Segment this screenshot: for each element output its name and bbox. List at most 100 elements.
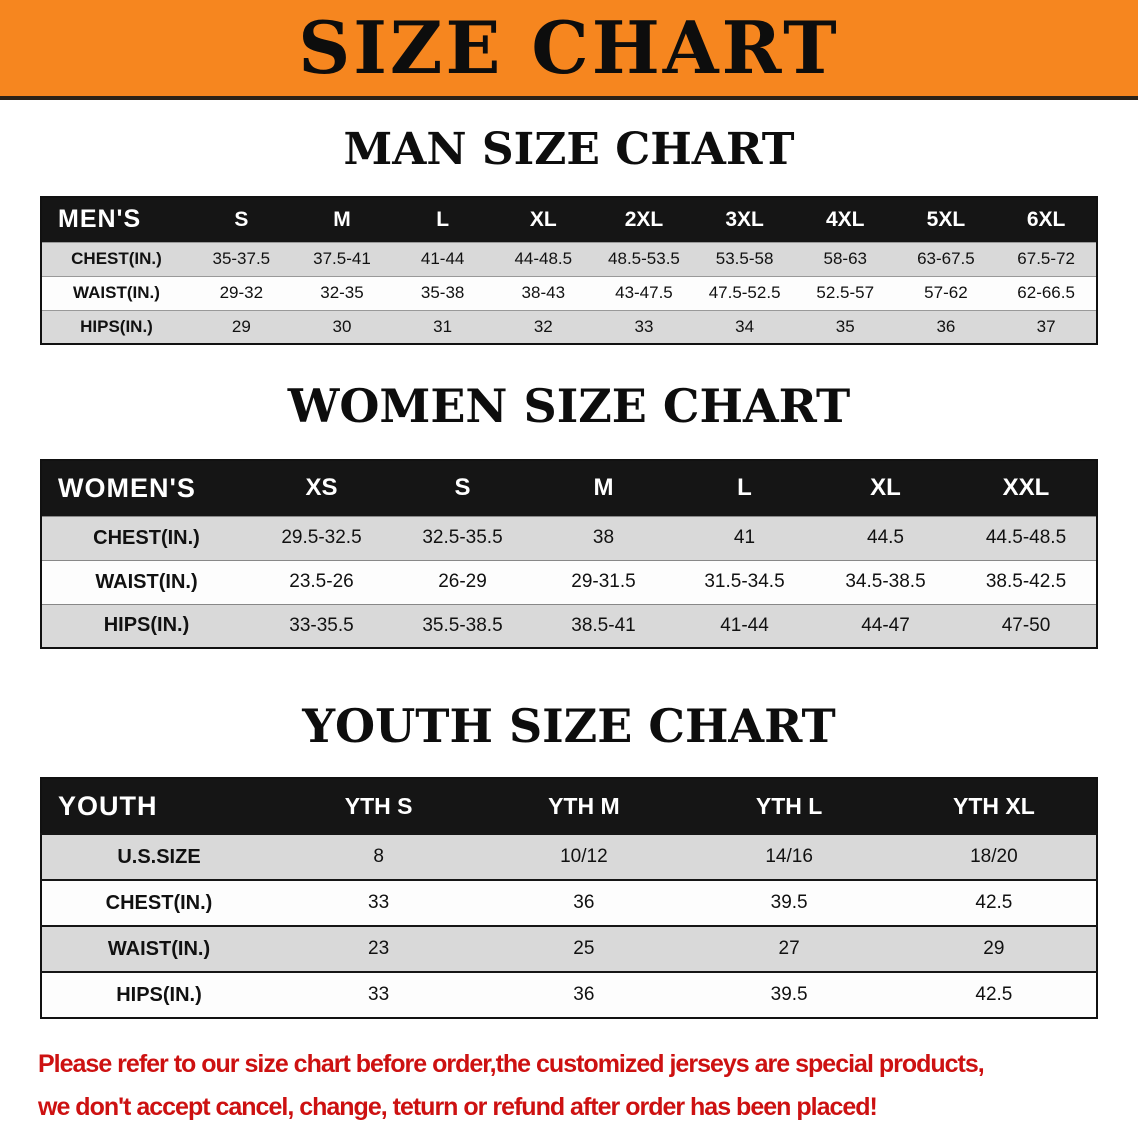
men-section-heading: MAN SIZE CHART	[343, 124, 795, 175]
size-column-header: S	[191, 197, 292, 242]
women-section-heading: WOMEN SIZE CHART	[287, 379, 851, 433]
size-value-cell: 37.5-41	[291, 241, 393, 276]
size-value-cell: 41-44	[392, 241, 493, 276]
size-value-cell: 25	[481, 925, 687, 972]
size-value-cell: 38	[533, 515, 674, 560]
table-row: U.S.SIZE 8 10/12 14/16 18/20	[41, 833, 1097, 880]
table-row: WAIST(IN.) 23.5-26 26-29 29-31.5 31.5-34.5 34…	[41, 559, 1097, 604]
measurement-label: WAIST(IN.)	[41, 925, 276, 972]
size-value-cell: 62-66.5	[996, 275, 1097, 310]
size-value-cell: 32	[492, 309, 594, 344]
size-column-header: XXL	[956, 460, 1097, 516]
table-row: WAIST(IN.) 29-32 32-35 35-38 38-43 43-47.5 47.…	[41, 275, 1097, 310]
size-value-cell: 29	[191, 309, 292, 344]
size-value-cell: 57-62	[895, 275, 997, 310]
men-size-section: MAN SIZE CHART MEN'S S M L XL 2XL 3XL 4XL 5XL 6XL…	[0, 128, 1138, 345]
table-row: HIPS(IN.) 33-35.5 35.5-38.5 38.5-41 41-44 44-…	[41, 603, 1097, 648]
measurement-label: WAIST(IN.)	[41, 275, 191, 310]
disclaimer-line-1: Please refer to our size chart before or…	[38, 1050, 985, 1078]
size-value-cell: 32-35	[291, 275, 393, 310]
table-row: CHEST(IN.) 35-37.5 37.5-41 41-44 44-48.5 48.5…	[41, 241, 1097, 276]
size-column-header: M	[533, 460, 674, 516]
size-value-cell: 27	[686, 925, 892, 972]
size-column-header: 4XL	[794, 197, 896, 242]
size-value-cell: 35-38	[392, 275, 493, 310]
size-value-cell: 36	[481, 971, 687, 1018]
size-value-cell: 38.5-42.5	[956, 559, 1097, 604]
size-value-cell: 34	[694, 309, 795, 344]
size-value-cell: 38-43	[492, 275, 594, 310]
size-value-cell: 35	[794, 309, 896, 344]
size-value-cell: 29-31.5	[533, 559, 674, 604]
size-value-cell: 53.5-58	[694, 241, 795, 276]
disclaimer: Please refer to our size chart before or…	[38, 1043, 1100, 1128]
disclaimer-line-2: we don't accept cancel, change, teturn o…	[38, 1092, 878, 1121]
size-value-cell: 26-29	[392, 559, 533, 604]
size-value-cell: 14/16	[686, 833, 892, 880]
size-value-cell: 63-67.5	[895, 241, 997, 276]
table-title-cell: MEN'S	[41, 197, 191, 242]
size-column-header: YTH XL	[891, 778, 1097, 834]
size-value-cell: 8	[276, 833, 482, 880]
size-value-cell: 42.5	[891, 879, 1097, 926]
size-value-cell: 35.5-38.5	[392, 603, 533, 648]
size-value-cell: 36	[481, 879, 687, 926]
measurement-label: WAIST(IN.)	[41, 559, 251, 604]
size-value-cell: 29.5-32.5	[251, 515, 392, 560]
size-column-header: XL	[815, 460, 956, 516]
size-column-header: 3XL	[694, 197, 795, 242]
size-value-cell: 39.5	[686, 971, 892, 1018]
size-column-header: M	[291, 197, 393, 242]
size-value-cell: 32.5-35.5	[392, 515, 533, 560]
size-value-cell: 67.5-72	[996, 241, 1097, 276]
page-title: SIZE CHART	[298, 5, 840, 90]
size-value-cell: 35-37.5	[191, 241, 292, 276]
table-title-cell: YOUTH	[41, 778, 276, 834]
size-value-cell: 30	[291, 309, 393, 344]
size-value-cell: 33	[276, 879, 482, 926]
size-value-cell: 58-63	[794, 241, 896, 276]
size-value-cell: 23.5-26	[251, 559, 392, 604]
table-row: CHEST(IN.) 33 36 39.5 42.5	[41, 879, 1097, 926]
size-value-cell: 29-32	[191, 275, 292, 310]
size-value-cell: 34.5-38.5	[815, 559, 956, 604]
size-column-header: XL	[492, 197, 594, 242]
size-column-header: XS	[251, 460, 392, 516]
table-row: WAIST(IN.) 23 25 27 29	[41, 925, 1097, 972]
youth-size-table: YOUTH YTH S YTH M YTH L YTH XL U.S.SIZE 8 10/12…	[40, 777, 1098, 1019]
youth-section-heading: YOUTH SIZE CHART	[302, 699, 836, 753]
size-value-cell: 48.5-53.5	[593, 241, 695, 276]
table-header-row: WOMEN'S XS S M L XL XXL	[41, 460, 1097, 516]
size-column-header: S	[392, 460, 533, 516]
size-value-cell: 33-35.5	[251, 603, 392, 648]
size-column-header: 5XL	[895, 197, 997, 242]
size-value-cell: 47-50	[956, 603, 1097, 648]
size-column-header: YTH L	[686, 778, 892, 834]
measurement-label: HIPS(IN.)	[41, 971, 276, 1018]
size-value-cell: 44.5-48.5	[956, 515, 1097, 560]
size-value-cell: 43-47.5	[593, 275, 695, 310]
measurement-label: HIPS(IN.)	[41, 603, 251, 648]
size-value-cell: 44-48.5	[492, 241, 594, 276]
size-column-header: YTH M	[481, 778, 687, 834]
table-header-row: YOUTH YTH S YTH M YTH L YTH XL	[41, 778, 1097, 834]
title-banner: SIZE CHART	[0, 0, 1138, 100]
size-value-cell: 42.5	[891, 971, 1097, 1018]
table-row: HIPS(IN.) 33 36 39.5 42.5	[41, 971, 1097, 1018]
size-value-cell: 47.5-52.5	[694, 275, 795, 310]
measurement-label: CHEST(IN.)	[41, 515, 251, 560]
measurement-label: HIPS(IN.)	[41, 309, 191, 344]
measurement-label: CHEST(IN.)	[41, 241, 191, 276]
measurement-label: U.S.SIZE	[41, 833, 276, 880]
size-value-cell: 44-47	[815, 603, 956, 648]
size-value-cell: 23	[276, 925, 482, 972]
measurement-label: CHEST(IN.)	[41, 879, 276, 926]
women-size-section: WOMEN SIZE CHART WOMEN'S XS S M L XL XXL CHEST(…	[0, 383, 1138, 649]
size-value-cell: 41	[674, 515, 815, 560]
size-value-cell: 31.5-34.5	[674, 559, 815, 604]
size-value-cell: 18/20	[891, 833, 1097, 880]
size-value-cell: 33	[276, 971, 482, 1018]
size-value-cell: 39.5	[686, 879, 892, 926]
size-column-header: 2XL	[593, 197, 695, 242]
